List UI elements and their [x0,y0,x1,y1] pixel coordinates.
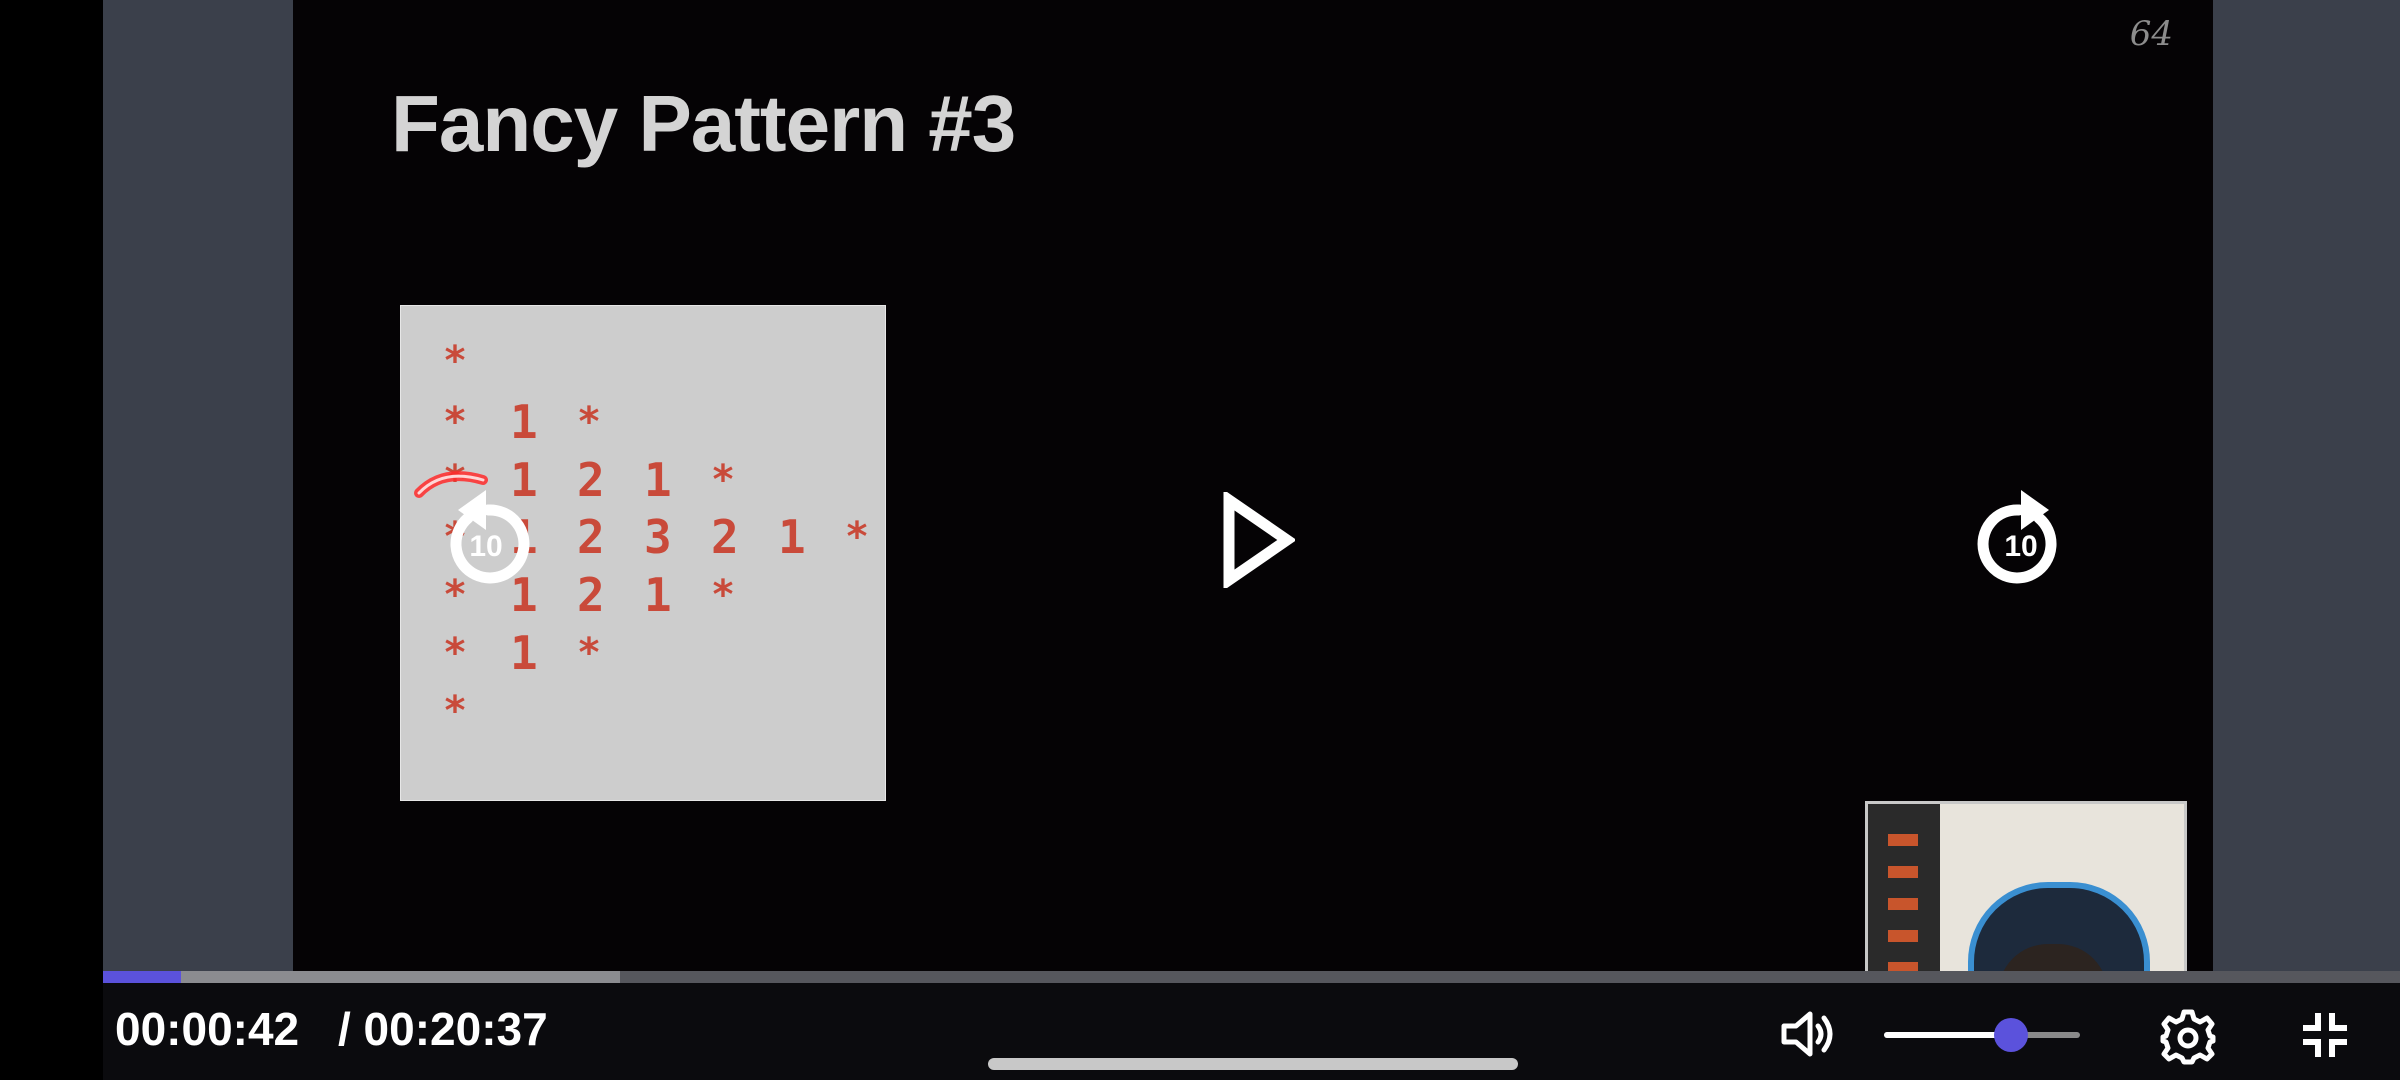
play-icon [1223,489,1297,591]
letterbox-left [103,0,293,1080]
pattern-number: 3 [644,510,672,564]
current-time: 00:00:42 [115,1003,300,1055]
slide-title: Fancy Pattern #3 [391,79,1016,168]
slide-page-mark: 64 [2129,14,2173,54]
pattern-number: 2 [577,453,605,507]
pattern-row: * 1 * [443,395,644,449]
gear-icon [2160,1009,2216,1065]
pattern-star: * [845,514,870,560]
pattern-number: 1 [510,395,538,449]
seek-back-button[interactable]: 10 [428,470,544,596]
pattern-star: * [711,572,736,618]
seek-forward-label: 10 [2004,530,2037,563]
pattern-star: * [577,399,602,445]
pattern-star: * [443,630,468,676]
pattern-number: 1 [510,568,538,622]
pattern-figure: * * 1 * * 1 2 1 * * 1 2 3 2 1 * * 1 2 1 * * 1 * * [400,305,886,801]
volume-slider[interactable] [1884,1018,2080,1052]
seek-bar-progress[interactable] [103,971,181,983]
pattern-number: 2 [577,568,605,622]
volume-slider-thumb[interactable] [1994,1018,2028,1052]
pattern-number: 1 [644,453,672,507]
exit-fullscreen-button[interactable] [2302,1012,2348,1058]
volume-level [1884,1032,2011,1038]
pattern-row: * [443,336,510,386]
rewind-10-icon: 10 [450,490,530,584]
pattern-star: * [443,572,468,618]
play-button[interactable] [1221,489,1297,591]
volume-icon [1781,1011,1833,1057]
seek-bar[interactable] [103,971,2400,983]
pattern-number: 1 [778,510,806,564]
seek-bar-buffered [103,971,620,983]
seek-forward-button[interactable]: 10 [1963,470,2079,596]
pattern-star: * [711,457,736,503]
pattern-row: * 1 * [443,626,644,680]
forward-10-icon: 10 [1977,490,2057,584]
pattern-number: 2 [577,510,605,564]
total-duration: / 00:20:37 [338,1003,548,1055]
pattern-row: * 1 2 1 * [443,568,778,622]
pattern-number: 1 [510,453,538,507]
pattern-number: 2 [711,510,739,564]
system-home-indicator[interactable] [988,1058,1518,1070]
mute-button[interactable] [1780,1008,1838,1060]
pen-annotation-stroke [414,471,488,498]
letterbox-right [2213,0,2400,1080]
pattern-star: * [577,630,602,676]
pattern-number: 1 [644,568,672,622]
settings-button[interactable] [2159,1008,2217,1066]
seek-back-label: 10 [469,530,502,563]
pattern-star: * [443,338,468,384]
pattern-star: * [443,399,468,445]
pattern-row: * 1 2 1 * [443,453,778,507]
pattern-row: * [443,686,510,736]
pattern-number: 1 [510,626,538,680]
pattern-star: * [443,688,468,734]
exit-fullscreen-icon [2303,1013,2347,1057]
